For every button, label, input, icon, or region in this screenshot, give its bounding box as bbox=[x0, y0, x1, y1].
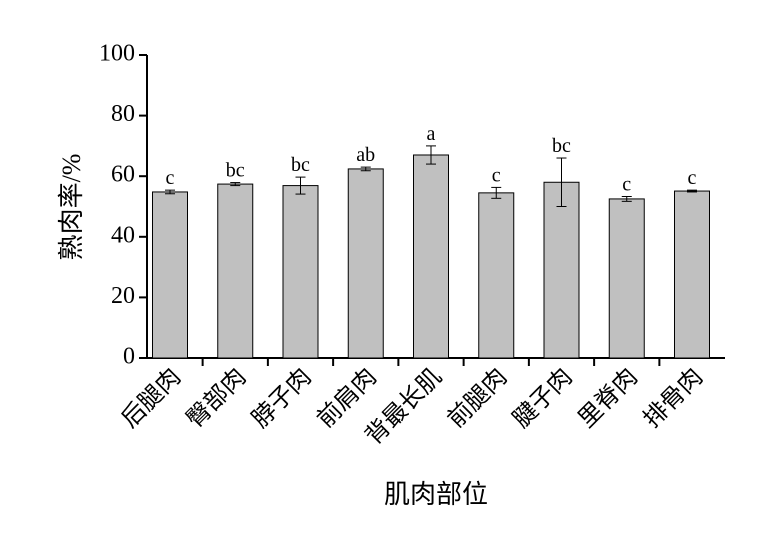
x-tick-label: 臀部肉 bbox=[181, 363, 251, 433]
y-tick-label: 100 bbox=[99, 41, 135, 67]
bar bbox=[347, 168, 384, 359]
y-axis-title: 熟肉率/% bbox=[57, 154, 86, 261]
bar bbox=[152, 191, 188, 359]
y-tick-label: 80 bbox=[111, 101, 135, 127]
x-tick-label: 腱子肉 bbox=[508, 363, 578, 433]
y-tick-label: 60 bbox=[111, 162, 135, 188]
bar bbox=[674, 190, 710, 359]
significance-letter: bc bbox=[552, 135, 571, 157]
bar bbox=[217, 183, 254, 359]
x-tick-label: 后腿肉 bbox=[116, 363, 186, 433]
bar bbox=[282, 185, 319, 359]
x-tick-label: 前腿肉 bbox=[442, 363, 512, 433]
bar bbox=[413, 154, 449, 359]
significance-letter: bc bbox=[291, 154, 310, 176]
y-tick-label: 0 bbox=[123, 344, 135, 370]
bar bbox=[478, 192, 515, 359]
bar bbox=[608, 198, 645, 359]
x-tick-label: 排骨肉 bbox=[638, 363, 708, 433]
x-tick-label: 里脊肉 bbox=[573, 363, 643, 433]
significance-letter: c bbox=[492, 164, 501, 186]
bar bbox=[543, 181, 580, 359]
significance-letter: ab bbox=[356, 144, 375, 166]
x-tick-label: 脖子肉 bbox=[247, 363, 317, 433]
significance-letter: c bbox=[166, 167, 175, 189]
significance-letter: c bbox=[688, 167, 697, 189]
y-tick-label: 40 bbox=[111, 222, 135, 248]
y-tick-label: 20 bbox=[111, 283, 135, 309]
significance-letter: c bbox=[622, 174, 631, 196]
x-axis-title: 肌肉部位 bbox=[384, 480, 488, 509]
significance-letter: bc bbox=[226, 160, 245, 182]
significance-letter: a bbox=[427, 123, 436, 145]
